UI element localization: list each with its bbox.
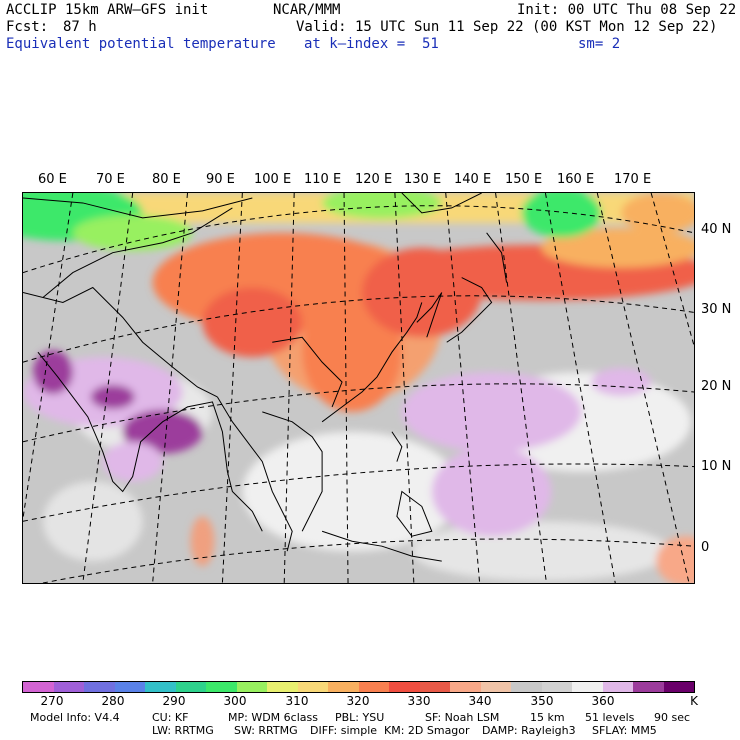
colorbar-swatch bbox=[511, 682, 542, 692]
colorbar-tick: 350 bbox=[530, 694, 554, 708]
colorbar-swatch bbox=[53, 682, 84, 692]
colorbar-swatch bbox=[633, 682, 664, 692]
colorbar-tick: 340 bbox=[468, 694, 492, 708]
lon-label: 130 E bbox=[404, 172, 442, 187]
colorbar-tick: 270 bbox=[40, 694, 64, 708]
lat-label: 40 N bbox=[701, 222, 732, 237]
lat-label: 30 N bbox=[701, 302, 732, 317]
footer-diff: DIFF: simple bbox=[310, 724, 378, 737]
colorbar-swatch bbox=[23, 682, 54, 692]
coastlines bbox=[23, 193, 508, 562]
colorbar-swatch bbox=[236, 682, 267, 692]
forecast-label: Fcst: bbox=[6, 19, 49, 35]
lon-label: 110 E bbox=[304, 172, 342, 187]
footer-mp: MP: WDM 6class bbox=[228, 711, 318, 724]
colorbar bbox=[22, 681, 695, 693]
footer-lw: LW: RRTMG bbox=[152, 724, 214, 737]
colorbar-swatch bbox=[145, 682, 176, 692]
colorbar-swatch bbox=[389, 682, 420, 692]
colorbar-tick: 330 bbox=[407, 694, 431, 708]
colorbar-swatch bbox=[602, 682, 633, 692]
field-name: Equivalent potential temperature bbox=[6, 36, 276, 52]
lon-label: 160 E bbox=[557, 172, 595, 187]
colorbar-unit: K bbox=[690, 694, 698, 708]
colorbar-swatch bbox=[541, 682, 572, 692]
level-index: at k–index = 51 bbox=[304, 36, 439, 52]
model-title: ACCLIP 15km ARW–GFS init bbox=[6, 2, 209, 18]
lon-label: 90 E bbox=[206, 172, 235, 187]
colorbar-swatch bbox=[175, 682, 206, 692]
colorbar-swatch bbox=[663, 682, 694, 692]
footer-sflay: SFLAY: MM5 bbox=[592, 724, 657, 737]
colorbar-swatch bbox=[206, 682, 237, 692]
lon-label: 170 E bbox=[614, 172, 652, 187]
colorbar-tick: 280 bbox=[101, 694, 125, 708]
lon-label: 80 E bbox=[152, 172, 181, 187]
footer-sf: SF: Noah LSM bbox=[425, 711, 500, 724]
colorbar-swatch bbox=[358, 682, 389, 692]
footer-pbl: PBL: YSU bbox=[335, 711, 385, 724]
footer-damp: DAMP: Rayleigh3 bbox=[482, 724, 576, 737]
colorbar-swatch bbox=[328, 682, 359, 692]
lon-label: 70 E bbox=[96, 172, 125, 187]
colorbar-swatch bbox=[297, 682, 328, 692]
equivalent-potential-temperature-map bbox=[22, 192, 695, 584]
colorbar-swatch bbox=[114, 682, 145, 692]
colorbar-swatch bbox=[267, 682, 298, 692]
lon-label: 120 E bbox=[355, 172, 393, 187]
lon-label: 100 E bbox=[254, 172, 292, 187]
footer-sw: SW: RRTMG bbox=[234, 724, 298, 737]
footer-levels: 51 levels bbox=[585, 711, 635, 724]
colorbar-tick: 300 bbox=[223, 694, 247, 708]
lat-label: 10 N bbox=[701, 459, 732, 474]
init-time: Init: 00 UTC Thu 08 Sep 22 bbox=[517, 2, 737, 18]
colorbar-tick: 360 bbox=[591, 694, 615, 708]
footer-cu: CU: KF bbox=[152, 711, 189, 724]
lon-label: 150 E bbox=[505, 172, 543, 187]
colorbar-swatch bbox=[450, 682, 481, 692]
organization: NCAR/MMM bbox=[273, 2, 341, 18]
lon-label: 140 E bbox=[454, 172, 492, 187]
graticule bbox=[23, 193, 694, 583]
lat-label: 20 N bbox=[701, 379, 732, 394]
colorbar-tick: 320 bbox=[346, 694, 370, 708]
valid-time: Valid: 15 UTC Sun 11 Sep 22 (00 KST Mon … bbox=[296, 19, 718, 35]
lon-label: 60 E bbox=[38, 172, 67, 187]
colorbar-tick: 290 bbox=[162, 694, 186, 708]
colorbar-swatch bbox=[84, 682, 115, 692]
colorbar-swatch bbox=[419, 682, 450, 692]
forecast-hours: 87 h bbox=[63, 19, 97, 35]
colorbar-tick: 310 bbox=[285, 694, 309, 708]
footer-resolution: 15 km bbox=[530, 711, 565, 724]
colorbar-swatch bbox=[480, 682, 511, 692]
lat-label: 0 bbox=[701, 540, 710, 555]
footer-timestep: 90 sec bbox=[654, 711, 691, 724]
footer-model-info: Model Info: V4.4 bbox=[30, 711, 120, 724]
footer-km: KM: 2D Smagor bbox=[384, 724, 470, 737]
smoothing: sm= 2 bbox=[578, 36, 621, 52]
colorbar-swatch bbox=[572, 682, 603, 692]
